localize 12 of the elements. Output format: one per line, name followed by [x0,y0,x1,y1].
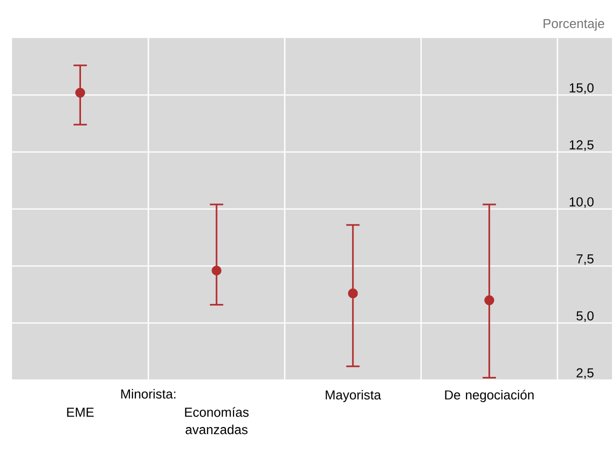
x-tick-label: Mayorista [326,390,382,402]
y-tick-label: 10,0 [570,197,594,208]
y-axis-title: Porcentaje [544,18,604,31]
text: Minorista: [121,389,176,399]
y-tick-label: 12,5 [570,140,594,152]
x-tick-label: Economías avanzadas [185,407,249,434]
y-tick-label: 7,5 [576,254,594,266]
x-tick-label: EME [67,408,94,417]
y-tick-label: 15,0 [570,83,594,94]
y-tick-label: 2,5 [576,368,594,380]
y-tick-label: 5,0 [576,311,594,322]
x-tick-label: De negociación [445,390,534,402]
